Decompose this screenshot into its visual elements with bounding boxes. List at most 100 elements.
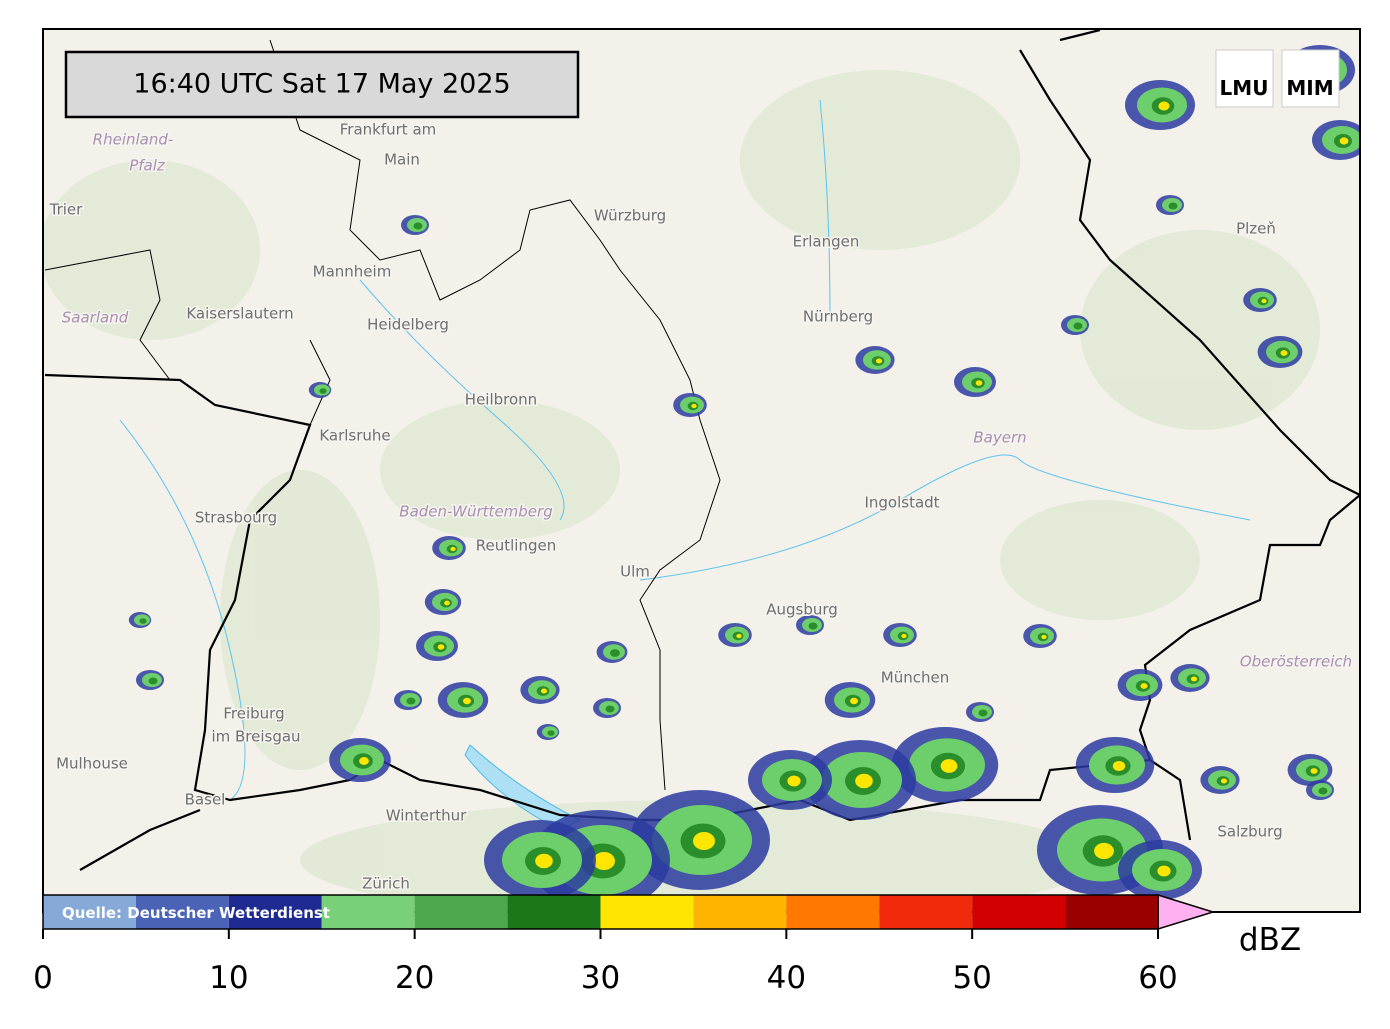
echo (693, 832, 715, 850)
place-label: Kaiserslautern (186, 305, 293, 323)
map: Frankfurt am Main Rheinland- Pfalz Trier Würz… (43, 29, 1360, 912)
echo (605, 705, 615, 713)
echo (359, 757, 369, 765)
rivers (119, 99, 1251, 801)
colorbar-segment (786, 895, 880, 929)
tick-label: 30 (581, 960, 620, 996)
colorbar-label: dBZ (1239, 922, 1301, 958)
place-label: Salzburg (1217, 823, 1282, 841)
echo (547, 730, 555, 736)
place-label: Winterthur (386, 807, 467, 825)
place-label: Trier (49, 201, 84, 219)
colorbar-segment (228, 895, 322, 929)
place-label: Basel (185, 791, 226, 809)
echo (975, 380, 983, 386)
colorbar-segment (1065, 895, 1158, 929)
place-label: Freiburg (223, 705, 284, 723)
echo (1280, 350, 1288, 356)
echo (1094, 842, 1114, 860)
echo (691, 403, 697, 409)
colorbar-segment (414, 895, 508, 929)
place-label: Erlangen (793, 233, 860, 251)
source-label: Quelle: Deutscher Wetterdienst (62, 904, 330, 922)
echo (463, 697, 471, 705)
echo (148, 677, 158, 685)
colorbar-segment (972, 895, 1066, 929)
place-label: Heilbronn (465, 391, 537, 409)
logo: LMU (1220, 76, 1269, 100)
timestamp-box (64, 50, 580, 119)
place-labels: Frankfurt am Main Rheinland- Pfalz Trier Würz… (47, 119, 1354, 894)
echo (787, 775, 801, 787)
echo (1168, 202, 1178, 210)
echo (1339, 137, 1349, 145)
echo (444, 600, 450, 606)
echo (1318, 787, 1328, 795)
tick-label: 0 (33, 960, 53, 996)
place-label: Strasbourg (195, 509, 277, 527)
place-label: Mulhouse (56, 755, 128, 773)
echo (940, 759, 958, 773)
place-label: Ingolstadt (864, 494, 939, 512)
place-label: Main (384, 151, 420, 169)
echo (450, 546, 456, 552)
tick-label: 20 (395, 960, 434, 996)
logo-box (1215, 49, 1274, 108)
terrain (43, 70, 1320, 912)
colorbar-segment (879, 895, 973, 929)
logo-box (1281, 49, 1340, 108)
place-label: Heidelberg (367, 316, 449, 334)
echo (1310, 768, 1318, 774)
echo (1073, 322, 1083, 330)
place-label: Baden-Württemberg (399, 503, 552, 521)
echo (413, 222, 423, 230)
logo: MIM (1286, 76, 1333, 100)
colorbar-segment (135, 895, 229, 929)
place-label: Bayern (973, 429, 1026, 447)
place-label: Nürnberg (803, 308, 873, 326)
echo (1041, 634, 1047, 640)
echo (901, 633, 907, 639)
echo (1140, 683, 1148, 689)
state-borders (44, 39, 721, 791)
echo (437, 644, 445, 650)
tick-label: 40 (767, 960, 806, 996)
place-label: Rheinland- (93, 131, 174, 149)
echo (1261, 298, 1267, 304)
echo (1220, 778, 1228, 784)
colorbar: 0 10 20 30 40 50 60 dBZ Quelle: Deutscher Wetter… (33, 893, 1301, 996)
echo (319, 388, 327, 394)
echo (1112, 760, 1126, 772)
place-label: Frankfurt am (340, 121, 437, 139)
map-background (43, 29, 1360, 912)
echo (139, 618, 147, 624)
timestamp: 16:40 UTC Sat 17 May 2025 (133, 69, 510, 100)
echo (540, 688, 548, 694)
place-label: Würzburg (594, 207, 666, 225)
tick-label: 60 (1138, 960, 1177, 996)
place-label: Ulm (620, 563, 650, 581)
echo (978, 709, 988, 717)
colorbar-segment (600, 895, 694, 929)
place-label: Mannheim (313, 263, 392, 281)
colorbar-segment (43, 895, 136, 929)
place-label: im Breisgau (211, 728, 300, 746)
place-label: Pfalz (129, 157, 166, 175)
radar-echoes (128, 45, 1360, 910)
echo (855, 773, 873, 789)
place-label: München (881, 669, 949, 687)
echo (593, 852, 615, 870)
echo (875, 358, 883, 364)
echo (535, 853, 553, 869)
echo (1190, 676, 1198, 682)
echo (736, 633, 742, 639)
echo (1158, 101, 1170, 111)
place-label: Saarland (62, 309, 129, 327)
place-label: Augsburg (766, 601, 838, 619)
place-label: Oberösterreich (1240, 653, 1352, 671)
colorbar-segment (321, 895, 415, 929)
colorbar-segment (693, 895, 787, 929)
place-label: Plzeň (1236, 220, 1276, 238)
